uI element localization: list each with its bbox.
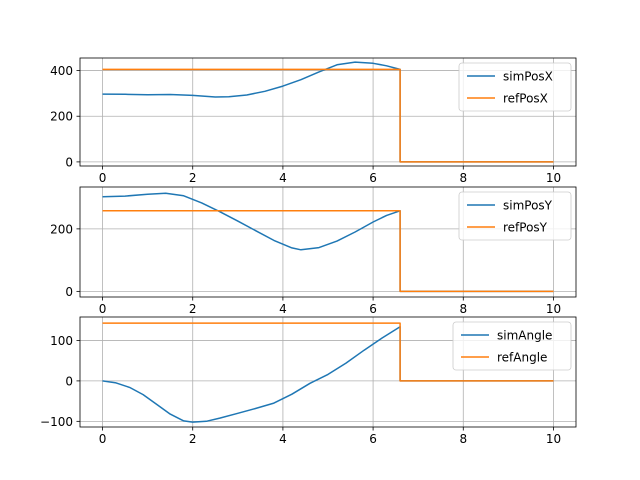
axes-frame bbox=[79, 316, 577, 428]
ticks: 0 2 4 6 8 10 0 200 bbox=[50, 222, 561, 316]
x-tick-label: 10 bbox=[546, 302, 561, 316]
series-lines bbox=[102, 61, 554, 163]
x-tick-label: 0 bbox=[99, 171, 107, 185]
x-tick-label: 2 bbox=[189, 432, 197, 446]
subplot-2: 0 2 4 6 8 10 0 200 simPosY refPosY bbox=[50, 186, 577, 316]
x-tick-label: 8 bbox=[459, 432, 467, 446]
legend: simAngle refAngle bbox=[452, 321, 572, 371]
axes-frame bbox=[79, 57, 577, 167]
y-tick-label: 0 bbox=[65, 155, 73, 169]
x-tick-label: 8 bbox=[459, 171, 467, 185]
legend-label-refAngle: refAngle bbox=[497, 351, 547, 365]
legend-label-simAngle: simAngle bbox=[497, 329, 552, 343]
series-line-simAngle bbox=[102, 325, 554, 423]
x-tick-label: 0 bbox=[99, 432, 107, 446]
y-tick-label: 100 bbox=[50, 334, 73, 348]
ticks: 0 2 4 6 8 10 −100 0 100 bbox=[40, 334, 561, 446]
x-tick-label: 8 bbox=[459, 302, 467, 316]
x-tick-label: 10 bbox=[546, 432, 561, 446]
x-tick-label: 6 bbox=[369, 171, 377, 185]
y-tick-label: 0 bbox=[65, 285, 73, 299]
x-tick-label: 10 bbox=[546, 171, 561, 185]
series-line-refAngle bbox=[102, 322, 554, 382]
x-tick-label: 4 bbox=[279, 432, 287, 446]
y-tick-label: 400 bbox=[50, 64, 73, 78]
subplot-3: 0 2 4 6 8 10 −100 0 100 simAngle refAngle bbox=[40, 316, 577, 446]
subplot-1: 0 2 4 6 8 10 0 200 400 simPosX refPosX bbox=[50, 57, 577, 185]
x-tick-label: 2 bbox=[189, 302, 197, 316]
ticks: 0 2 4 6 8 10 0 200 400 bbox=[50, 64, 561, 185]
legend-label-refPosX: refPosX bbox=[503, 92, 548, 106]
axes-frame bbox=[79, 186, 577, 298]
legend-box bbox=[458, 191, 572, 241]
series-line-simPosY bbox=[102, 192, 554, 293]
legend-box bbox=[458, 62, 572, 112]
legend: simPosY refPosY bbox=[458, 191, 572, 241]
x-tick-label: 2 bbox=[189, 171, 197, 185]
legend: simPosX refPosX bbox=[458, 62, 572, 112]
x-tick-label: 0 bbox=[99, 302, 107, 316]
series-lines bbox=[102, 192, 554, 293]
x-tick-label: 4 bbox=[279, 171, 287, 185]
y-tick-label: 200 bbox=[50, 110, 73, 124]
legend-label-simPosX: simPosX bbox=[503, 70, 553, 84]
series-line-refPosY bbox=[102, 210, 554, 293]
series-lines bbox=[102, 322, 554, 423]
y-tick-label: 200 bbox=[50, 222, 73, 236]
legend-box bbox=[452, 321, 572, 371]
legend-label-simPosY: simPosY bbox=[503, 199, 553, 213]
x-tick-label: 6 bbox=[369, 432, 377, 446]
y-tick-label: 0 bbox=[65, 374, 73, 388]
series-line-refPosX bbox=[102, 68, 554, 163]
y-tick-label: −100 bbox=[40, 415, 73, 429]
legend-label-refPosY: refPosY bbox=[503, 221, 548, 235]
x-tick-label: 4 bbox=[279, 302, 287, 316]
x-tick-label: 6 bbox=[369, 302, 377, 316]
